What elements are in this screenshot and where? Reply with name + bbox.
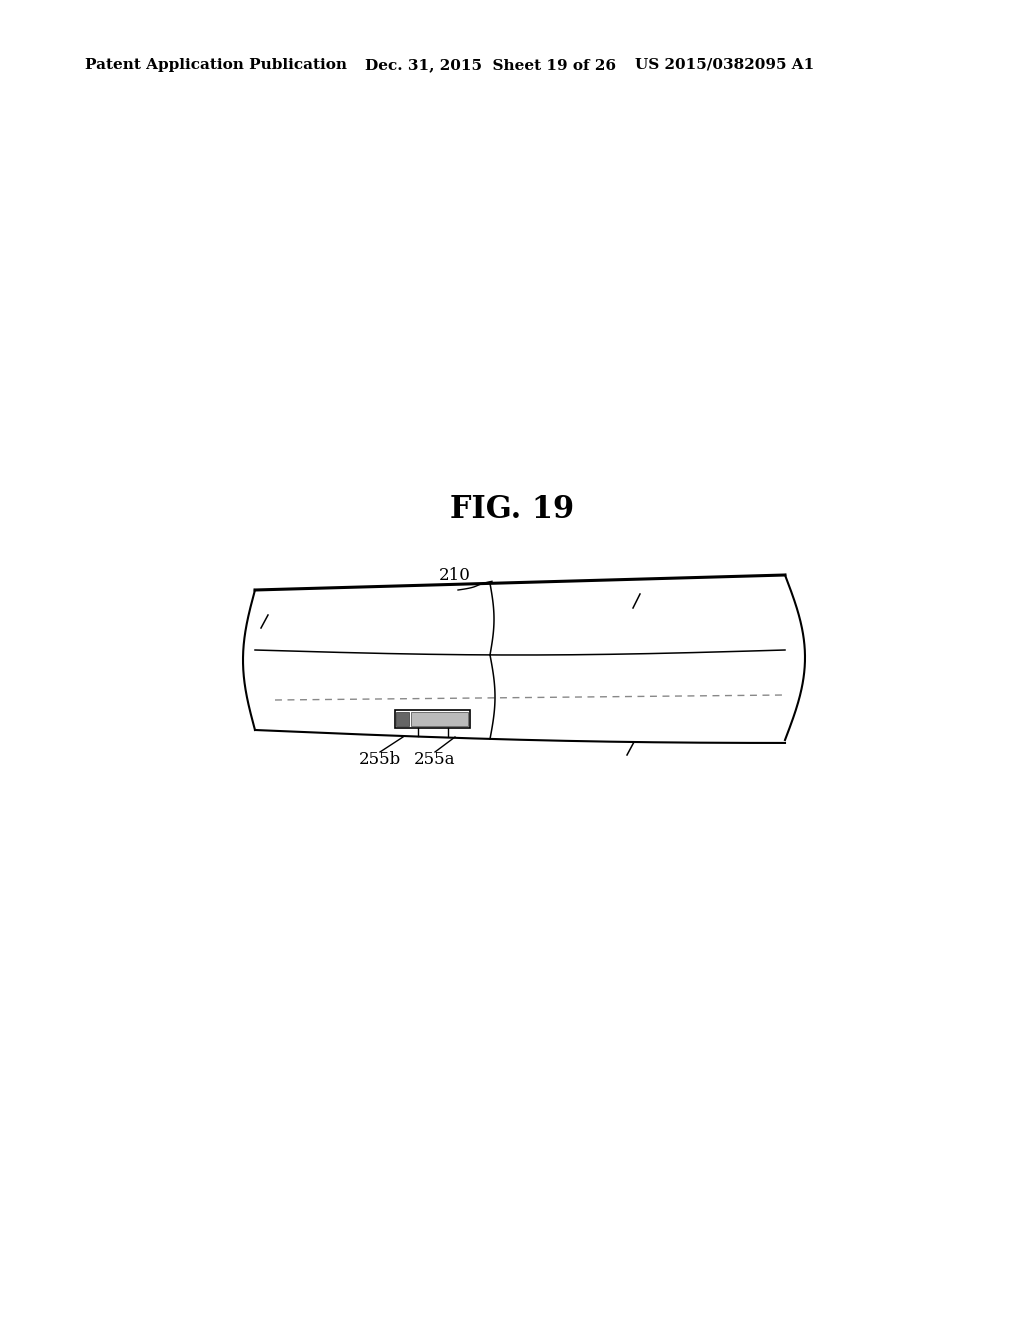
- Bar: [411, 711, 468, 726]
- Text: Dec. 31, 2015  Sheet 19 of 26: Dec. 31, 2015 Sheet 19 of 26: [365, 58, 616, 73]
- Text: 210: 210: [439, 566, 471, 583]
- Text: Patent Application Publication: Patent Application Publication: [85, 58, 347, 73]
- Text: FIG. 19: FIG. 19: [450, 495, 574, 525]
- Text: 255b: 255b: [358, 751, 401, 768]
- Bar: [396, 711, 409, 726]
- Text: US 2015/0382095 A1: US 2015/0382095 A1: [635, 58, 814, 73]
- Bar: [395, 710, 470, 729]
- Text: 255a: 255a: [415, 751, 456, 768]
